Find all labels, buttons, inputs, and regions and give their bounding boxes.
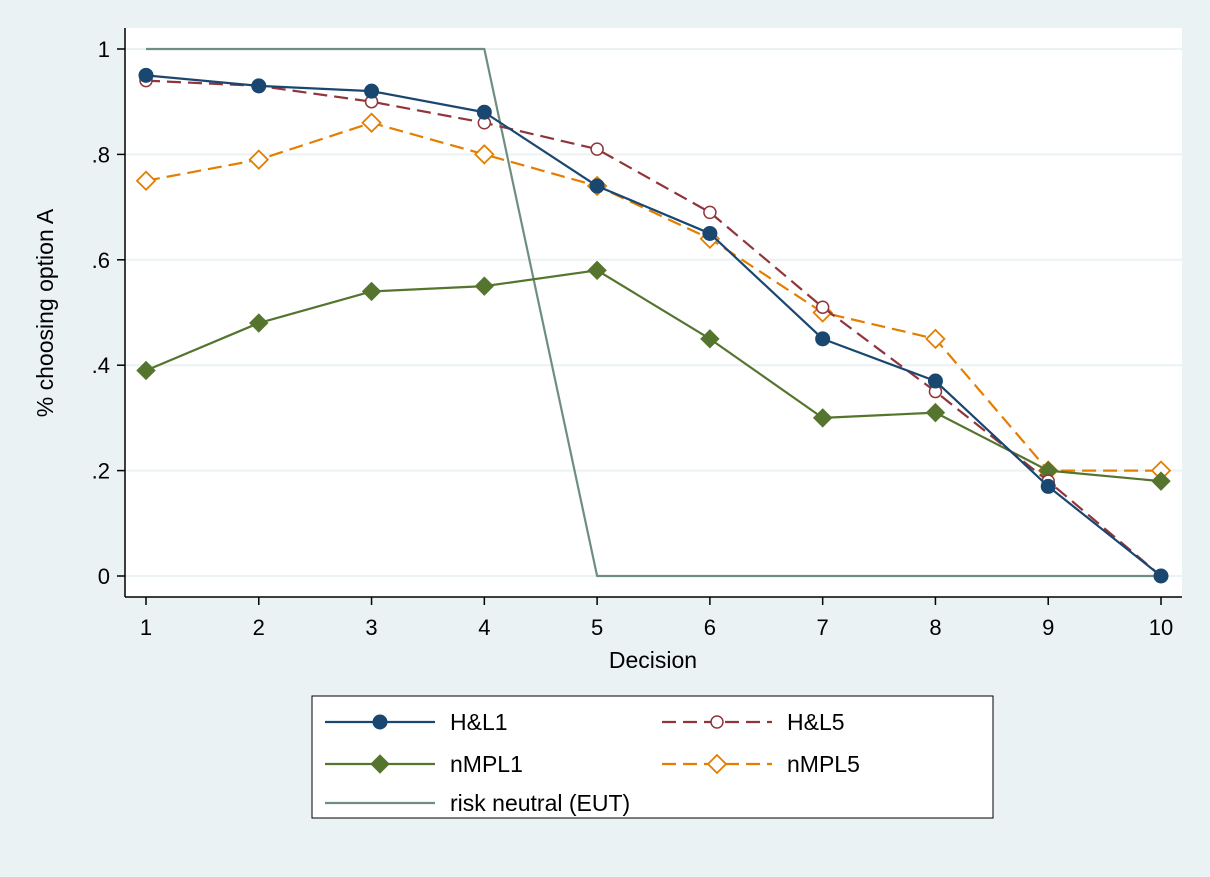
- data-point-nmpl1: [925, 402, 946, 423]
- data-point-nmpl1: [1151, 471, 1171, 491]
- legend-items: H&L1 H&L5 nMPL1 nMPL5 risk neutral (EUT): [325, 709, 860, 816]
- x-tick-label: 4: [478, 615, 490, 640]
- data-point-h-l1: [138, 67, 154, 83]
- x-tick-label: 8: [929, 615, 941, 640]
- data-point-nmpl1: [249, 313, 269, 333]
- legend-swatch-marker: [710, 715, 724, 729]
- legend: H&L1 H&L5 nMPL1 nMPL5 risk neutral (EUT): [311, 695, 994, 819]
- x-tick-label: 3: [365, 615, 377, 640]
- data-point-h-l1: [702, 225, 718, 241]
- x-tick-label: 10: [1149, 615, 1173, 640]
- legend-item-nmpl5: nMPL5: [662, 751, 860, 777]
- y-tick-label: 1: [98, 37, 110, 62]
- data-point-h-l1: [1040, 478, 1056, 494]
- series-h-l1: [138, 67, 1169, 584]
- x-axis-title: Decision: [609, 647, 697, 673]
- series-nmpl1: [136, 260, 1171, 491]
- x-tick-label: 5: [591, 615, 603, 640]
- series-line-h-l5: [145, 79, 1162, 577]
- series-risk-neutral-eut: [146, 47, 1161, 578]
- data-point-nmpl1: [361, 281, 382, 302]
- legend-item-h-l1: H&L1: [325, 709, 508, 735]
- data-point-h-l1: [815, 331, 831, 347]
- data-point-nmpl5: [135, 170, 157, 192]
- y-tick-label: .8: [92, 142, 110, 167]
- legend-swatch-marker: [370, 754, 390, 774]
- legend-label: nMPL1: [450, 751, 523, 777]
- data-point-h-l1: [251, 78, 267, 94]
- data-point-nmpl5: [248, 149, 270, 170]
- legend-box: [311, 695, 994, 819]
- x-tick-label: 2: [253, 615, 265, 640]
- y-ticks: 0 .2 .4 .6 .8 1: [92, 37, 125, 589]
- y-tick-label: .6: [92, 248, 110, 273]
- series-line-nmpl5: [145, 121, 1161, 472]
- y-tick-label: .2: [92, 459, 110, 484]
- x-ticks: 1 2 3 4 5 6 7 8 9 10: [140, 597, 1173, 640]
- legend-item-nmpl1: nMPL1: [325, 751, 523, 777]
- y-axis-title: % choosing option A: [32, 208, 58, 417]
- y-tick-label: .4: [92, 353, 110, 378]
- data-point-nmpl5: [474, 144, 495, 165]
- legend-swatch-marker: [372, 714, 388, 730]
- x-tick-label: 9: [1042, 615, 1054, 640]
- legend-swatch-marker: [706, 753, 728, 775]
- y-tick-label: 0: [98, 564, 110, 589]
- data-point-nmpl1: [474, 276, 495, 296]
- data-point-h-l1: [476, 104, 492, 120]
- series-line-nmpl1: [145, 269, 1162, 483]
- data-point-nmpl5: [925, 328, 946, 350]
- data-point-h-l1: [927, 373, 943, 389]
- legend-label: H&L5: [787, 709, 845, 735]
- series-line-h-l1: [145, 74, 1162, 577]
- data-point-h-l5: [703, 205, 717, 220]
- legend-label: nMPL5: [787, 751, 860, 777]
- legend-label: H&L1: [450, 709, 508, 735]
- legend-label: risk neutral (EUT): [450, 790, 630, 816]
- data-point-nmpl1: [587, 260, 607, 281]
- data-point-h-l5: [815, 300, 830, 314]
- data-point-nmpl1: [700, 329, 720, 349]
- data-point-h-l1: [589, 178, 605, 194]
- legend-item-risk-neutral-eut: risk neutral (EUT): [325, 790, 630, 816]
- series-line-risk-neutral-eut: [146, 47, 1161, 578]
- x-tick-label: 6: [704, 615, 716, 640]
- axes: [124, 28, 1182, 598]
- gridlines: [125, 48, 1182, 577]
- data-point-h-l1: [364, 83, 380, 99]
- data-point-nmpl1: [136, 360, 156, 381]
- data-point-h-l5: [590, 142, 604, 156]
- series-layer: [135, 47, 1172, 584]
- x-tick-label: 7: [817, 615, 829, 640]
- data-point-nmpl1: [812, 408, 833, 428]
- legend-item-h-l5: H&L5: [662, 709, 845, 735]
- plot-area: [125, 28, 1182, 597]
- x-tick-label: 1: [140, 615, 152, 640]
- data-point-h-l1: [1153, 568, 1169, 584]
- data-point-nmpl5: [361, 112, 382, 134]
